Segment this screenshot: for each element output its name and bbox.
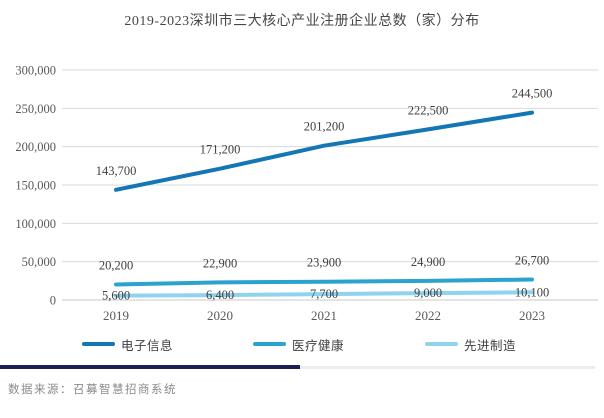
x-tick-label: 2022 <box>415 308 441 323</box>
data-label: 6,400 <box>206 288 234 302</box>
data-label: 5,600 <box>102 289 130 303</box>
data-label: 244,500 <box>512 87 553 101</box>
series-line-1 <box>114 277 534 287</box>
x-tick-label: 2019 <box>103 308 129 323</box>
legend-label: 医疗健康 <box>292 338 345 353</box>
y-tick-label: 300,000 <box>15 64 56 78</box>
y-tick-label: 50,000 <box>22 255 56 269</box>
data-label: 222,500 <box>408 103 449 117</box>
data-label: 10,100 <box>515 285 549 299</box>
legend-label: 电子信息 <box>121 338 174 353</box>
legend-label: 先进制造 <box>464 338 517 353</box>
y-tick-label: 200,000 <box>15 140 56 154</box>
legend-marker-icon <box>425 341 458 347</box>
legend: 电子信息 医疗健康 先进制造 <box>0 336 604 353</box>
legend-marker-icon <box>82 341 115 347</box>
y-tick-label: 150,000 <box>15 179 56 193</box>
legend-item-1: 医疗健康 <box>253 336 345 353</box>
legend-item-0: 电子信息 <box>82 336 174 353</box>
y-tick-label: 250,000 <box>15 102 56 116</box>
x-tick-label: 2021 <box>311 308 337 323</box>
legend-marker-icon <box>253 341 286 347</box>
data-label: 143,700 <box>96 164 137 178</box>
data-label: 24,900 <box>411 255 445 269</box>
divider-bar-dark <box>0 365 300 369</box>
data-label: 171,200 <box>200 143 241 157</box>
data-label: 20,200 <box>99 259 133 273</box>
data-label: 22,900 <box>203 256 237 270</box>
data-label: 9,000 <box>414 286 442 300</box>
y-tick-label: 100,000 <box>15 217 56 231</box>
data-source-label: 数据来源：召募智慧招商系统 <box>8 384 177 396</box>
data-label: 26,700 <box>515 254 549 268</box>
chart-title: 2019-2023深圳市三大核心产业注册企业总数（家）分布 <box>124 14 480 29</box>
line-chart: 0 50,000 100,000 150,000 200,000 250,000 300,0… <box>15 64 598 323</box>
y-tick-label: 0 <box>50 294 56 308</box>
x-tick-label: 2023 <box>519 308 545 323</box>
data-label: 201,200 <box>304 120 345 134</box>
series-line-2 <box>114 290 534 298</box>
divider-bar-light <box>300 365 595 369</box>
data-label: 7,700 <box>310 287 338 301</box>
x-tick-label: 2020 <box>207 308 233 323</box>
legend-item-2: 先进制造 <box>425 336 517 353</box>
data-label: 23,900 <box>307 256 341 270</box>
series-line-0 <box>114 110 534 192</box>
